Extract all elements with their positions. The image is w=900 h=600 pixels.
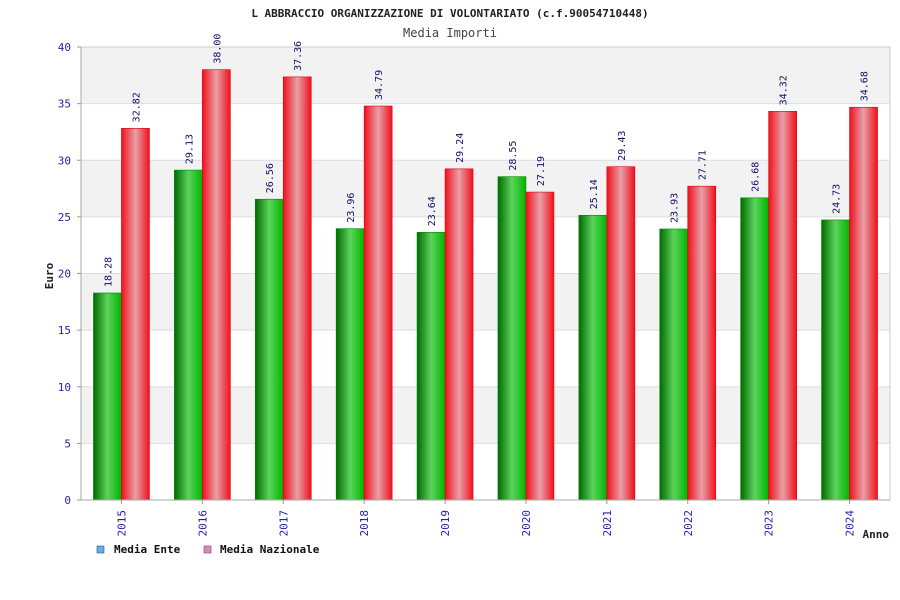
x-axis-label: Anno [863, 528, 890, 541]
data-label: 26.56 [265, 163, 276, 193]
data-label: 27.19 [536, 156, 547, 186]
chart-title: L ABBRACCIO ORGANIZZAZIONE DI VOLONTARIA… [251, 7, 648, 20]
x-tick-label: 2015 [115, 510, 128, 537]
x-tick-label: 2018 [358, 510, 371, 537]
y-tick-label: 0 [64, 494, 71, 507]
legend-label-media-ente: Media Ente [114, 543, 181, 556]
data-label: 18.28 [103, 257, 114, 287]
x-tick-label: 2023 [763, 510, 776, 537]
x-tick-label: 2020 [520, 510, 533, 537]
bar-media-nazionale [687, 185, 717, 501]
x-tick-label: 2022 [682, 510, 695, 537]
x-tick-label: 2019 [439, 510, 452, 537]
legend-swatch-media-ente [96, 545, 105, 554]
y-axis-label: Euro [43, 262, 56, 289]
bar-media-nazionale [525, 191, 555, 501]
data-label: 23.93 [670, 193, 681, 223]
data-label: 29.24 [455, 133, 466, 163]
bar-media-ente [497, 176, 527, 501]
bar-media-nazionale [282, 76, 312, 501]
bar-media-ente [254, 198, 284, 501]
x-tick-label: 2017 [277, 510, 290, 537]
bar-media-nazionale [121, 128, 150, 501]
bar-media-ente [740, 197, 769, 501]
y-tick-label: 20 [58, 268, 71, 281]
chart-subtitle: Media Importi [403, 26, 497, 40]
y-tick-label: 5 [64, 437, 71, 450]
bar-media-ente [174, 169, 203, 501]
bar-media-ente [416, 231, 446, 501]
data-label: 25.14 [589, 179, 600, 209]
data-label: 34.79 [374, 70, 385, 100]
y-tick-label: 10 [58, 381, 71, 394]
x-axis: 2015 2016 2017 2018 2019 2020 2021 2022 2023 2024 [81, 499, 890, 537]
data-label: 27.71 [698, 150, 709, 180]
bar-media-nazionale [444, 168, 474, 501]
bar-media-nazionale [202, 69, 231, 501]
y-tick-label: 40 [58, 41, 71, 54]
y-tick-label: 30 [58, 154, 71, 167]
data-label: 23.64 [427, 196, 438, 226]
data-label: 38.00 [212, 34, 223, 64]
legend-swatch-media-nazionale [203, 545, 212, 554]
legend-label-media-nazionale: Media Nazionale [220, 543, 320, 556]
bar-media-ente [578, 214, 608, 501]
bar-media-ente [335, 228, 365, 501]
y-axis: 0 5 10 15 20 25 30 35 40 [58, 41, 82, 507]
y-tick-label: 15 [58, 324, 71, 337]
y-tick-label: 35 [58, 98, 71, 111]
data-label: 28.55 [508, 141, 519, 171]
bar-media-ente [93, 292, 122, 501]
bar-media-nazionale [849, 106, 878, 501]
data-label: 29.43 [617, 131, 628, 161]
data-label: 37.36 [293, 41, 304, 71]
legend: Media Ente Media Nazionale [96, 543, 320, 556]
bars: 18.28 32.82 29.13 38.00 26.56 37.36 23.96 34.79… [93, 34, 878, 501]
bar-media-ente [821, 219, 850, 501]
data-label: 23.96 [346, 193, 357, 223]
bar-media-nazionale [363, 105, 393, 501]
bar-media-ente [659, 228, 689, 501]
data-label: 34.32 [779, 75, 790, 105]
data-label: 29.13 [184, 134, 195, 164]
x-tick-label: 2016 [196, 510, 209, 537]
y-tick-label: 25 [58, 211, 71, 224]
bar-media-nazionale [606, 166, 636, 501]
x-tick-label: 2024 [844, 510, 857, 537]
data-label: 34.68 [860, 71, 871, 101]
x-tick-label: 2021 [601, 510, 614, 537]
data-label: 32.82 [131, 92, 142, 122]
data-label: 26.68 [751, 162, 762, 192]
bar-media-nazionale [768, 111, 797, 501]
data-label: 24.73 [832, 184, 843, 214]
